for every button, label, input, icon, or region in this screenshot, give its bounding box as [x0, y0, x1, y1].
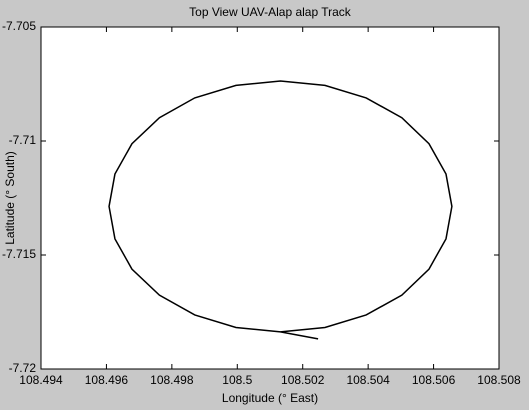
x-tick-label: 108.502: [281, 373, 325, 387]
y-tick-label: -7.72: [9, 361, 37, 375]
track-line: [108, 80, 453, 340]
x-tick-label: 108.494: [19, 373, 63, 387]
x-axis-label: Longitude (° East): [222, 391, 318, 405]
y-tick-label: -7.705: [2, 19, 36, 33]
x-tick-label: 108.506: [412, 373, 456, 387]
x-tick-label: 108.504: [346, 373, 390, 387]
x-tick-label: 108.496: [85, 373, 129, 387]
x-tick-label: 108.498: [150, 373, 194, 387]
chart-title: Top View UAV-Alap alap Track: [189, 5, 352, 19]
x-tick-label: 108.5: [222, 373, 252, 387]
y-tick-label: -7.71: [9, 133, 37, 147]
plot-area: [40, 26, 500, 370]
x-tick-label: 108.508: [477, 373, 521, 387]
y-tick-label: -7.715: [2, 247, 36, 261]
y-axis-label: Latitude (° South): [3, 151, 17, 245]
